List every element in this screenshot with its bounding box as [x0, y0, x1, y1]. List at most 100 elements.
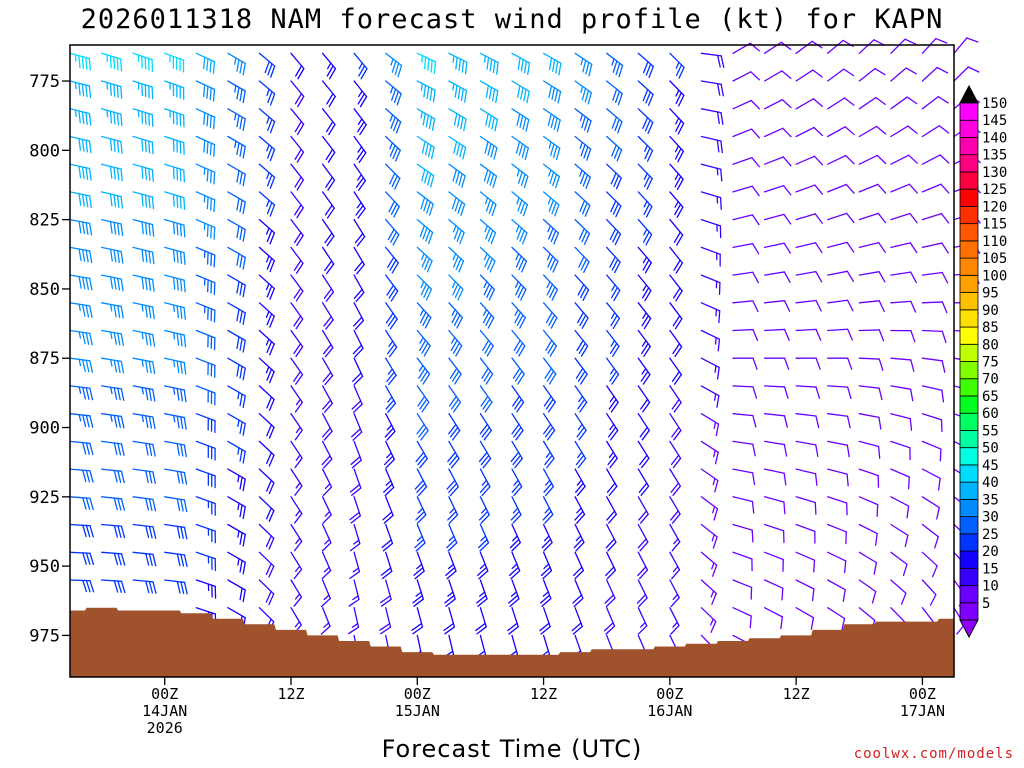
wind-barb	[827, 328, 853, 341]
barb-full	[88, 167, 92, 181]
wind-barb	[448, 163, 466, 188]
barb-half	[516, 169, 520, 177]
barb-half	[482, 308, 488, 316]
barb-full	[814, 473, 818, 486]
wind-barb	[669, 163, 684, 191]
wind-barb	[321, 163, 336, 191]
wind-barb	[732, 468, 756, 486]
wind-barb	[290, 163, 305, 191]
wind-barb	[164, 579, 188, 595]
wind-barb	[132, 523, 157, 539]
wind-barb	[637, 274, 652, 302]
wind-barb	[700, 413, 720, 437]
barb-full	[120, 333, 125, 347]
x-tick-label: 00Z	[656, 685, 683, 703]
barb-full	[325, 121, 334, 133]
barb-full	[509, 538, 520, 549]
wind-barb	[732, 271, 759, 284]
wind-barb	[321, 385, 333, 413]
barb-staff	[858, 607, 876, 622]
barb-full	[239, 282, 243, 296]
barb-full	[141, 221, 144, 235]
barb-full	[242, 90, 246, 104]
wind-barb	[763, 579, 784, 601]
barb-full	[179, 113, 182, 127]
wind-barb	[827, 39, 854, 54]
barb-staff	[890, 154, 910, 165]
barb-full	[553, 117, 558, 130]
wind-barb	[858, 523, 878, 546]
wind-barb	[827, 607, 846, 631]
barb-full	[609, 228, 617, 241]
wind-barb	[448, 246, 465, 273]
wind-barb	[353, 80, 368, 108]
barb-full	[211, 501, 213, 515]
barb-full	[81, 276, 86, 290]
barb-full	[643, 317, 652, 330]
barb-full	[266, 229, 273, 242]
barb-full	[448, 423, 457, 435]
colorbar-swatch	[959, 171, 979, 190]
barb-half	[78, 303, 81, 312]
barb-full	[176, 57, 178, 71]
barb-full	[416, 514, 427, 524]
barb-half	[74, 81, 77, 90]
wind-barb	[921, 496, 940, 520]
credit-link[interactable]: coolwx.com/models	[854, 746, 1014, 762]
barb-half	[323, 594, 330, 601]
barb-full	[580, 143, 586, 157]
wind-barb	[385, 218, 400, 246]
wind-barb	[795, 184, 824, 195]
wind-barb	[827, 413, 851, 429]
barb-full	[349, 570, 361, 580]
barb-full	[89, 525, 94, 538]
barb-staff	[921, 271, 943, 276]
barb-half	[266, 227, 270, 235]
barb-staff	[858, 579, 877, 593]
barb-full	[183, 114, 185, 128]
barb-staff	[795, 299, 817, 304]
wind-barb	[606, 440, 618, 469]
barb-staff	[953, 66, 969, 82]
barb-staff	[858, 39, 875, 54]
barb-full	[323, 316, 332, 327]
barb-full	[117, 470, 122, 483]
barb-full	[242, 228, 246, 242]
wind-barb	[321, 191, 335, 219]
barb-full	[582, 59, 587, 73]
barb-full	[293, 343, 302, 355]
wind-barb	[321, 468, 333, 497]
barb-half	[452, 253, 457, 261]
wind-barb	[700, 523, 718, 549]
barb-full	[902, 563, 908, 577]
barb-full	[813, 155, 824, 166]
barb-full	[206, 196, 209, 210]
barb-full	[207, 306, 209, 320]
barb-staff	[921, 329, 944, 333]
barb-staff	[827, 440, 848, 446]
barb-half	[141, 414, 145, 423]
barb-full	[113, 387, 118, 400]
barb-full	[148, 525, 153, 539]
wind-barb	[164, 329, 187, 348]
barb-full	[640, 398, 649, 410]
wind-barb	[132, 302, 155, 320]
barb-full	[750, 99, 761, 110]
barb-full	[939, 154, 950, 164]
barb-full	[495, 90, 499, 104]
barb-full	[783, 386, 789, 399]
barb-full	[558, 62, 562, 76]
barb-full	[717, 54, 721, 68]
barb-full	[580, 373, 588, 385]
barb-half	[173, 331, 176, 340]
wind-barb	[858, 385, 883, 401]
barb-full	[266, 202, 273, 215]
barb-full	[386, 284, 395, 296]
wind-barb	[858, 67, 886, 82]
wind-barb	[479, 302, 495, 329]
barb-half	[266, 88, 270, 96]
barb-half	[610, 312, 616, 319]
wind-barb	[349, 551, 361, 580]
barb-full	[446, 538, 457, 549]
barb-full	[113, 111, 116, 125]
